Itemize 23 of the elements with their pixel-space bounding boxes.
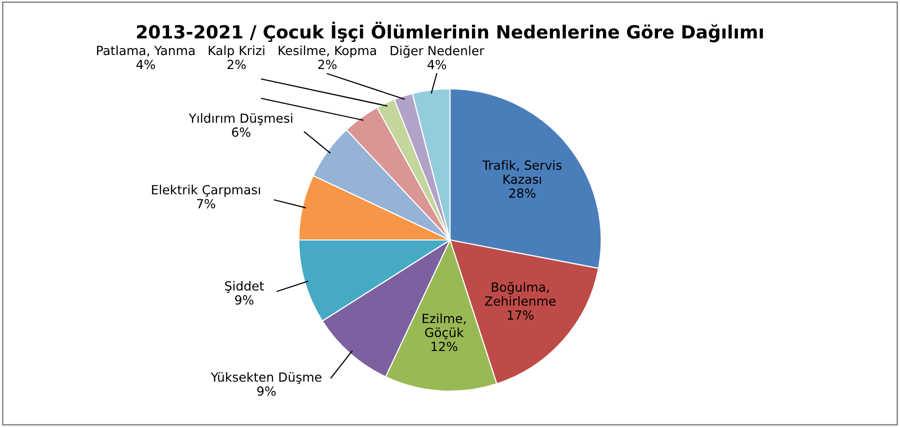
slice-label: Kalp Krizi (208, 46, 264, 58)
data-label: 9% (235, 295, 254, 305)
data-label: 28% (509, 188, 536, 198)
slice-label: Kesilme, Kopma (278, 46, 376, 58)
slice-label: Yüksekten Düşme (210, 372, 322, 384)
slice-label: Ezilme, Göçük (422, 314, 466, 340)
data-label: 7% (197, 198, 216, 208)
chart-title: 2013-2021 / Çocuk İşçi Ölümlerinin Nedenlerine Göre Dağılımı (137, 22, 763, 42)
slice-label: Yıldırım Düşmesi (188, 113, 292, 126)
data-label: 2% (318, 60, 337, 70)
slice-label: Şiddet (225, 280, 264, 293)
data-label: 9% (257, 386, 276, 396)
slice-label: Elektrik Çarpması (152, 184, 260, 197)
data-label: 17% (508, 310, 534, 320)
data-label: 4% (136, 60, 155, 70)
data-label: 6% (232, 127, 250, 137)
slice-label: Trafik, Servis Kazası (482, 160, 562, 184)
slice-label: Boğulma, Zehirlenme (485, 282, 556, 306)
slice-label: Patlama, Yanma (97, 46, 194, 56)
data-label: 4% (428, 60, 446, 70)
slice-label: Diğer Nedenler (390, 45, 484, 58)
data-label: 2% (228, 60, 246, 70)
data-label: 12% (432, 342, 458, 352)
